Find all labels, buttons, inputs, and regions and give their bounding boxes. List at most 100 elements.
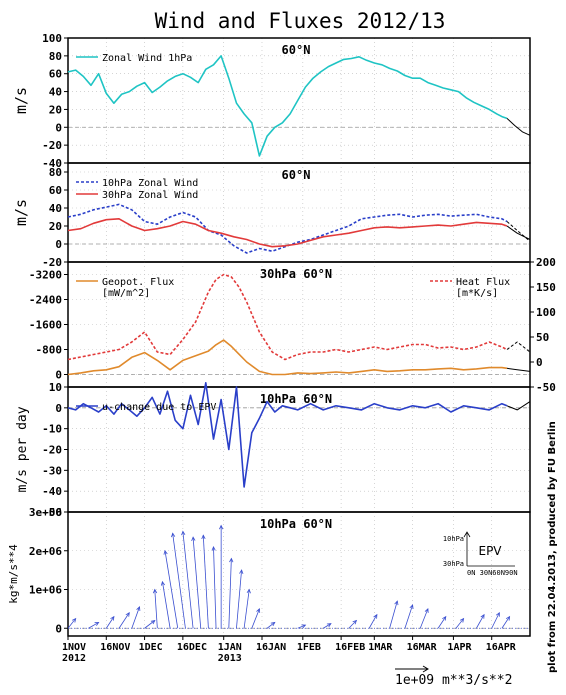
y-tick-label: 0 xyxy=(55,402,62,415)
legend-unit: [mW/m^2] xyxy=(102,288,150,299)
epv-arrow-head xyxy=(480,613,485,619)
epv-arrow-head xyxy=(459,617,465,623)
epv-arrow-head xyxy=(394,600,399,606)
epv-arrow-head xyxy=(136,606,141,611)
epv-arrow xyxy=(437,616,447,629)
x-tick-label: 16DEC xyxy=(177,642,207,653)
epv-arrow xyxy=(404,604,413,629)
y-axis-label: m/s per day xyxy=(15,406,30,492)
epv-arrow-head xyxy=(171,532,176,538)
panel-zonal-wind-10-30hpa: -20 0 20 40 60 80 m/s 60°N 10hPa Zonal Wind30hPa… xyxy=(12,162,531,269)
panel-fluxes-30hpa: 0 -800 -1600 -2400 -3200 -50 0 50 100 150 200 30hPa… xyxy=(29,256,556,394)
x-tick-label: 1MAR xyxy=(368,642,393,653)
epv-arrow-head xyxy=(181,530,186,536)
y-tick-label: 20 xyxy=(49,103,62,116)
epv-arrow xyxy=(88,622,99,629)
epv-arrow xyxy=(476,614,485,629)
epv-arrow-head xyxy=(229,557,234,563)
legend-label: 10hPa Zonal Wind xyxy=(102,178,198,189)
epv-arrow xyxy=(251,608,260,629)
series-line xyxy=(506,341,531,353)
epv-arrow-head xyxy=(256,608,261,613)
legend-label: Geopot. Flux xyxy=(102,277,174,288)
series-line xyxy=(67,55,508,157)
epv-arrow-head xyxy=(270,621,276,627)
epv-legend-xaxis: 0N 30N60N90N xyxy=(467,569,518,577)
epv-arrow-head xyxy=(373,613,378,619)
epv-arrow xyxy=(192,537,202,629)
y-tick-label: 100 xyxy=(42,32,62,45)
y-tick-label: 1e+06 xyxy=(29,584,62,597)
epv-arrow-head xyxy=(150,619,156,625)
legend-label: Heat Flux xyxy=(456,277,510,288)
y-tick-label: 80 xyxy=(49,166,62,179)
epv-arrow xyxy=(419,608,429,629)
x-tick-year: 2013 xyxy=(218,653,242,664)
epv-arrow-head xyxy=(409,604,414,610)
epv-arrow xyxy=(368,614,378,629)
epv-arrow xyxy=(297,624,306,629)
legend-label: Zonal Wind 1hPa xyxy=(102,53,192,64)
epv-legend-label: EPV xyxy=(478,544,502,558)
epv-arrow-head xyxy=(211,545,216,551)
epv-arrow xyxy=(455,618,464,629)
scale-label: 1e+09 m**3/s**2 xyxy=(395,673,512,688)
y-tick-label: 2e+06 xyxy=(29,545,62,558)
x-tick-year: 2012 xyxy=(62,653,86,664)
epv-arrow-head xyxy=(201,534,206,540)
y-tick-label: -20 xyxy=(42,444,62,457)
y-axis-label: kg*m/s**4 xyxy=(7,544,20,604)
y-tick-label: 60 xyxy=(49,184,62,197)
panel-title: 60°N xyxy=(282,168,311,182)
y-tick-label: 3e+06 xyxy=(29,506,62,519)
y-right-tick-label: 100 xyxy=(536,306,556,319)
y-tick-label: -40 xyxy=(42,485,62,498)
epv-arrow xyxy=(228,558,232,629)
epv-arrow-head xyxy=(246,588,251,594)
y-axis-label: m/s xyxy=(12,87,30,114)
y-tick-label: 80 xyxy=(49,50,62,63)
epv-arrow xyxy=(202,535,209,629)
y-tick-label: 60 xyxy=(49,68,62,81)
epv-arrow-head xyxy=(495,611,500,617)
y-tick-label: 0 xyxy=(55,121,62,134)
figure-title: Wind and Fluxes 2012/13 xyxy=(155,9,446,33)
x-tick-label: 1NOV xyxy=(62,642,86,653)
epv-arrow-head xyxy=(110,615,115,621)
scale-arrow-head xyxy=(422,665,429,673)
epv-arrow xyxy=(213,546,217,629)
epv-arrow xyxy=(164,550,179,629)
epv-arrow-head xyxy=(94,621,100,626)
epv-arrow-head xyxy=(424,608,429,613)
x-tick-label: 1JAN xyxy=(218,642,242,653)
panel-u-change-epv: -50 -40 -30 -20 -10 0 10 m/s per day 10hPa 60°N u… xyxy=(15,381,531,519)
panel-title: 30hPa 60°N xyxy=(260,267,332,281)
credit-text: plot from 22.04.2013, produced by FU Ber… xyxy=(547,421,558,673)
epv-arrow-head xyxy=(352,619,358,625)
panel-epv-vectors: 0 1e+06 2e+06 3e+06 kg*m/s**4 10hPa 60°N 10hPa… xyxy=(7,506,531,688)
epv-arrow xyxy=(154,589,158,629)
y-tick-label: -30 xyxy=(42,464,62,477)
y-tick-label: -40 xyxy=(42,157,62,170)
y-tick-label: 0 xyxy=(55,622,62,635)
y-right-tick-label: 200 xyxy=(536,256,556,269)
y-tick-label: -50 xyxy=(42,506,62,519)
epv-arrow xyxy=(67,618,76,629)
y-right-tick-label: 0 xyxy=(536,356,543,369)
epv-arrow xyxy=(348,620,357,629)
panel-title: 10hPa 60°N xyxy=(260,517,332,531)
y-tick-label: 10 xyxy=(49,381,62,394)
epv-arrow xyxy=(266,622,275,629)
epv-arrow-head xyxy=(326,623,332,628)
panel-frame xyxy=(67,511,531,637)
epv-arrow xyxy=(501,616,510,629)
series-line xyxy=(67,381,508,488)
epv-legend-ytop: 10hPa xyxy=(443,535,464,543)
epv-arrow xyxy=(118,612,130,629)
x-tick-label: 1FEB xyxy=(297,642,321,653)
epv-arrow-head xyxy=(125,612,130,617)
epv-arrow xyxy=(131,606,140,629)
series-line xyxy=(67,218,508,248)
